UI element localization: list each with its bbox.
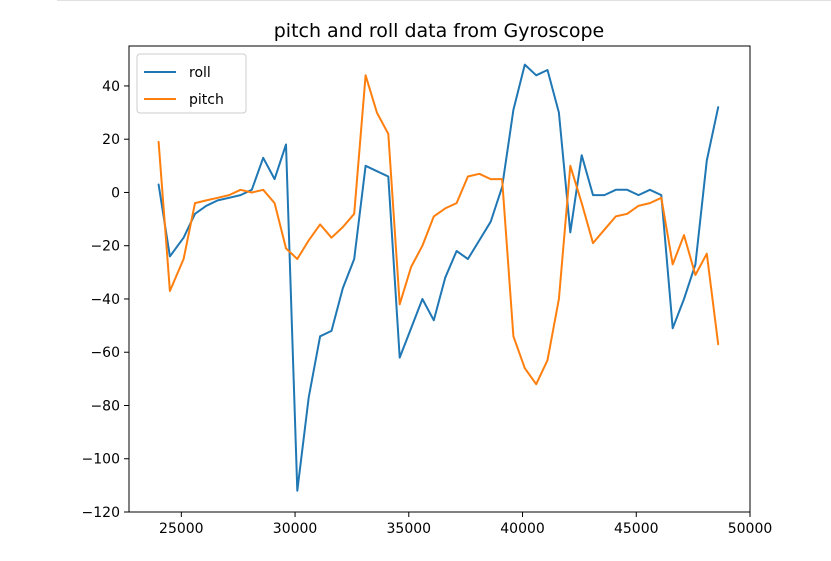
plot-area-frame [128,45,751,513]
legend-label-roll: roll [189,65,211,81]
y-tick-label: −100 [82,452,120,468]
series-line-pitch [157,74,720,386]
y-tick-label: 20 [102,132,120,148]
x-tick-label: 30000 [273,521,318,537]
chart-title: pitch and roll data from Gyroscope [274,20,605,42]
y-tick-label: 40 [102,79,120,95]
y-tick-label: −120 [82,505,120,521]
x-tick-label: 40000 [500,521,545,537]
y-tick-label: −80 [90,398,120,414]
y-tick-label: −20 [90,239,120,255]
y-tick-label: 0 [111,185,120,201]
x-tick-label: 50000 [728,521,773,537]
y-tick-label: −60 [90,345,120,361]
page-top-border [57,0,831,1]
x-tick-label: 35000 [387,521,432,537]
legend-label-pitch: pitch [189,92,224,108]
x-tick-label: 45000 [614,521,659,537]
series-line-roll [157,63,720,492]
y-tick-label: −40 [90,292,120,308]
legend: roll pitch [136,53,247,114]
x-tick-label: 25000 [159,521,204,537]
